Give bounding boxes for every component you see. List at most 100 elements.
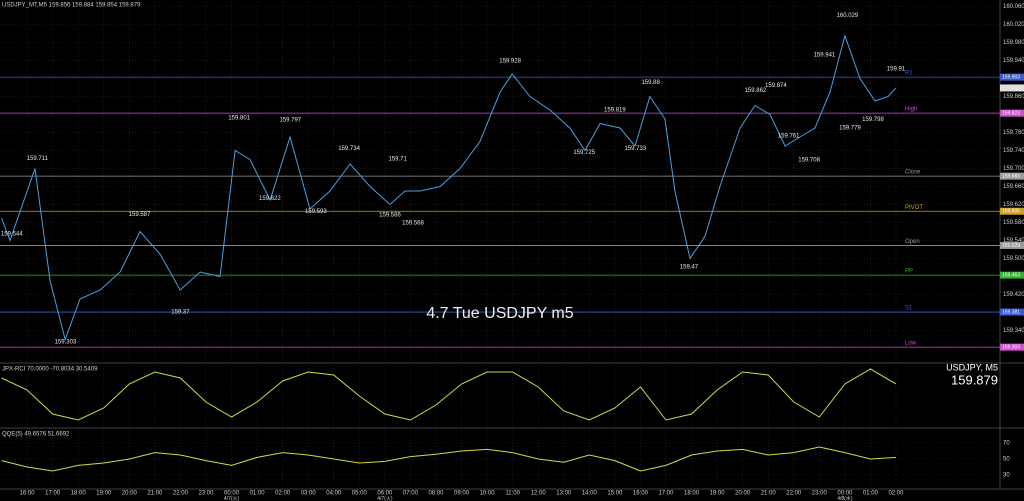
pivot-label: High xyxy=(905,107,917,113)
last-price: 159.879 xyxy=(951,372,998,387)
y-tick-label: 159.700 xyxy=(1003,166,1024,172)
x-tick-label: 19:00 xyxy=(96,491,112,497)
x-tick-label: 22:00 xyxy=(173,491,189,497)
x-tick-label: 23:00 xyxy=(812,491,828,497)
x-tick-label: 05:00 xyxy=(352,491,368,497)
price-label: 159.941 xyxy=(814,53,836,59)
y-tick-label: 159.540 xyxy=(1003,238,1024,244)
price-tag xyxy=(1000,343,1024,351)
y-tick-label: 50 xyxy=(1003,457,1010,463)
price-tag-label: 159.903 xyxy=(1002,74,1020,80)
price-label: 159.874 xyxy=(765,83,787,89)
price-label: 159.593 xyxy=(305,209,327,215)
x-tick-label: 02:00 xyxy=(275,491,291,497)
x-tick-label: 09:00 xyxy=(454,491,470,497)
price-label: 159.761 xyxy=(778,134,800,140)
y-tick-label: 159.620 xyxy=(1003,202,1024,208)
pivot-label: PIVOT xyxy=(905,205,923,211)
y-tick-label: 30 xyxy=(1003,473,1010,479)
pivot-label: Low xyxy=(905,341,917,347)
price-tag xyxy=(1000,207,1024,215)
x-tick-label: 04:00 xyxy=(326,491,342,497)
price-tag-label: 159.605 xyxy=(1002,209,1020,215)
y-tick-label: 159.740 xyxy=(1003,148,1024,154)
pivot-label: PP xyxy=(905,269,913,275)
y-tick-label: 159.340 xyxy=(1003,328,1024,334)
price-label: 159.797 xyxy=(279,117,301,123)
date-label: 4/7(火) xyxy=(377,496,393,501)
price-tag-label: 159.381 xyxy=(1002,309,1020,315)
price-tag xyxy=(1000,271,1024,279)
price-label: 159.733 xyxy=(624,146,646,152)
legend-title: USDJPY, M5 xyxy=(946,362,998,372)
x-tick-label: 00:00 xyxy=(837,491,853,497)
price-label: 159.544 xyxy=(1,231,23,237)
pivot-label: S1 xyxy=(905,306,913,312)
x-tick-label: 18:00 xyxy=(71,491,87,497)
price-label: 159.568 xyxy=(402,220,424,226)
y-tick-label: 159.980 xyxy=(1003,40,1024,46)
x-tick-label: 10:00 xyxy=(480,491,496,497)
price-label: 159.91 xyxy=(887,67,906,73)
y-tick-label: 159.780 xyxy=(1003,130,1024,136)
x-tick-label: 13:00 xyxy=(556,491,572,497)
price-tag xyxy=(1000,73,1024,81)
x-tick-label: 14:00 xyxy=(582,491,598,497)
x-tick-label: 12:00 xyxy=(531,491,547,497)
x-tick-label: 07:00 xyxy=(403,491,419,497)
price-label: 159.819 xyxy=(604,108,626,114)
pivot-label: Open xyxy=(905,239,920,245)
x-tick-label: 00:00 xyxy=(224,491,240,497)
x-tick-label: 21:00 xyxy=(761,491,777,497)
y-tick-label: 70 xyxy=(1003,441,1010,447)
y-tick-label: 159.860 xyxy=(1003,94,1024,100)
x-tick-label: 17:00 xyxy=(45,491,61,497)
x-tick-label: 02:00 xyxy=(888,491,904,497)
x-tick-label: 16:00 xyxy=(633,491,649,497)
date-label: 4/8(水) xyxy=(837,495,853,501)
price-label: 159.622 xyxy=(259,196,281,202)
x-tick-label: 18:00 xyxy=(684,491,700,497)
pivot-label: R1 xyxy=(905,71,913,77)
panel-title: JPX-RCI 70.0000 -70.8034 30.5409 xyxy=(2,367,98,373)
x-tick-label: 21:00 xyxy=(147,491,163,497)
x-tick-label: 03:00 xyxy=(301,491,317,497)
price-tag xyxy=(1000,241,1024,249)
price-tag-label: 159.529 xyxy=(1002,243,1020,249)
x-tick-label: 08:00 xyxy=(428,491,444,497)
x-tick-label: 06:00 xyxy=(377,491,393,497)
price-label: 159.928 xyxy=(499,58,521,64)
x-tick-label: 01:00 xyxy=(250,491,266,497)
price-label: 160.029 xyxy=(837,13,859,19)
price-label: 159.779 xyxy=(839,126,861,132)
price-label: 159.37 xyxy=(171,310,190,316)
last-price-tag xyxy=(1000,84,1024,92)
pivot-label: Close xyxy=(905,170,921,176)
price-tag-label: 159.303 xyxy=(1002,344,1020,350)
x-tick-label: 01:00 xyxy=(863,491,879,497)
y-tick-label: 159.420 xyxy=(1003,292,1024,298)
y-tick-label: 160.020 xyxy=(1003,22,1024,28)
price-label: 159.71 xyxy=(388,157,407,163)
y-tick-label: 159.660 xyxy=(1003,184,1024,190)
x-tick-label: 16:00 xyxy=(20,491,36,497)
x-tick-label: 20:00 xyxy=(735,491,751,497)
x-tick-label: 15:00 xyxy=(607,491,623,497)
y-tick-label: 159.500 xyxy=(1003,256,1024,262)
price-tag-label: 159.463 xyxy=(1002,272,1020,278)
x-tick-label: 11:00 xyxy=(505,491,520,497)
price-label: 159.708 xyxy=(798,157,820,163)
price-label: 159.47 xyxy=(680,265,699,271)
price-label: 159.586 xyxy=(379,212,401,218)
x-tick-label: 19:00 xyxy=(710,491,726,497)
y-tick-label: 159.940 xyxy=(1003,58,1024,64)
price-tag xyxy=(1000,172,1024,180)
y-tick-label: 159.580 xyxy=(1003,220,1024,226)
date-label: 4/7(火) xyxy=(224,496,240,501)
price-label: 159.587 xyxy=(129,212,151,218)
y-tick-label: 160.060 xyxy=(1003,4,1024,10)
price-label: 159.798 xyxy=(862,117,884,123)
price-line xyxy=(1,34,897,342)
x-tick-label: 17:00 xyxy=(658,491,674,497)
